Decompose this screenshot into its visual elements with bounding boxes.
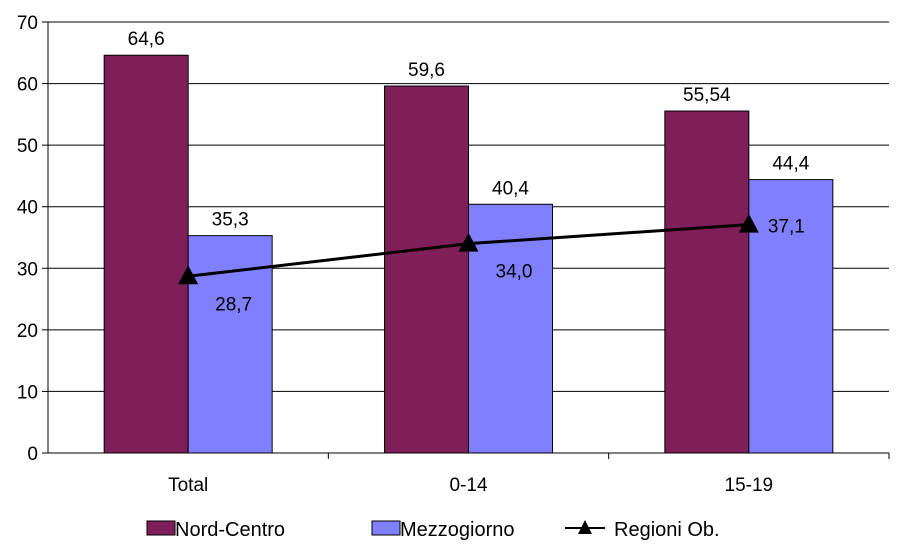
triangle-marker xyxy=(178,265,199,285)
y-tick-label: 30 xyxy=(17,259,38,280)
bar xyxy=(384,85,469,454)
x-tick-label: 0-14 xyxy=(449,475,487,496)
y-tick-label: 40 xyxy=(17,198,38,219)
bar-data-label: 44,4 xyxy=(772,154,809,175)
legend-label: Regioni Ob. xyxy=(614,519,720,541)
bar-data-label: 35,3 xyxy=(212,210,249,231)
triangle-marker xyxy=(458,232,479,252)
legend-swatch xyxy=(146,520,176,536)
bar xyxy=(103,54,189,454)
y-tick-label: 50 xyxy=(17,136,38,157)
legend-swatch xyxy=(371,520,401,536)
axes: 0 10 20 30 40 50 60 70 Total 0-14 15-19 xyxy=(17,13,890,496)
legend-label: Mezzogiorno xyxy=(400,519,515,541)
data-labels: 64,6 35,3 59,6 40,4 55,54 44,4 28,7 34,0 37,1 xyxy=(128,29,810,315)
bar xyxy=(468,203,553,454)
y-tick-label: 20 xyxy=(17,321,38,342)
x-tick-label: 15-19 xyxy=(725,475,774,496)
y-tick-label: 0 xyxy=(27,444,38,465)
line-series xyxy=(178,213,759,285)
y-tick-label: 10 xyxy=(17,382,38,403)
bar-data-label: 64,6 xyxy=(128,29,165,50)
triangle-marker xyxy=(738,213,759,233)
bar xyxy=(664,110,750,454)
bar-data-label: 55,54 xyxy=(683,85,731,106)
x-tick-label: Total xyxy=(168,475,208,496)
legend-label: Nord-Centro xyxy=(175,519,285,541)
line-data-label: 34,0 xyxy=(496,262,533,283)
y-tick-label: 60 xyxy=(17,75,38,96)
line-data-label: 37,1 xyxy=(768,217,805,238)
bar xyxy=(748,179,834,454)
bars xyxy=(103,54,834,454)
legend: Nord-Centro Mezzogiorno Regioni Ob. xyxy=(146,519,720,541)
bar-data-label: 40,4 xyxy=(492,178,529,199)
bar-data-label: 59,6 xyxy=(408,60,445,81)
line-data-label: 28,7 xyxy=(215,294,252,315)
y-tick-label: 70 xyxy=(17,13,38,34)
legend-triangle-marker xyxy=(578,520,592,534)
